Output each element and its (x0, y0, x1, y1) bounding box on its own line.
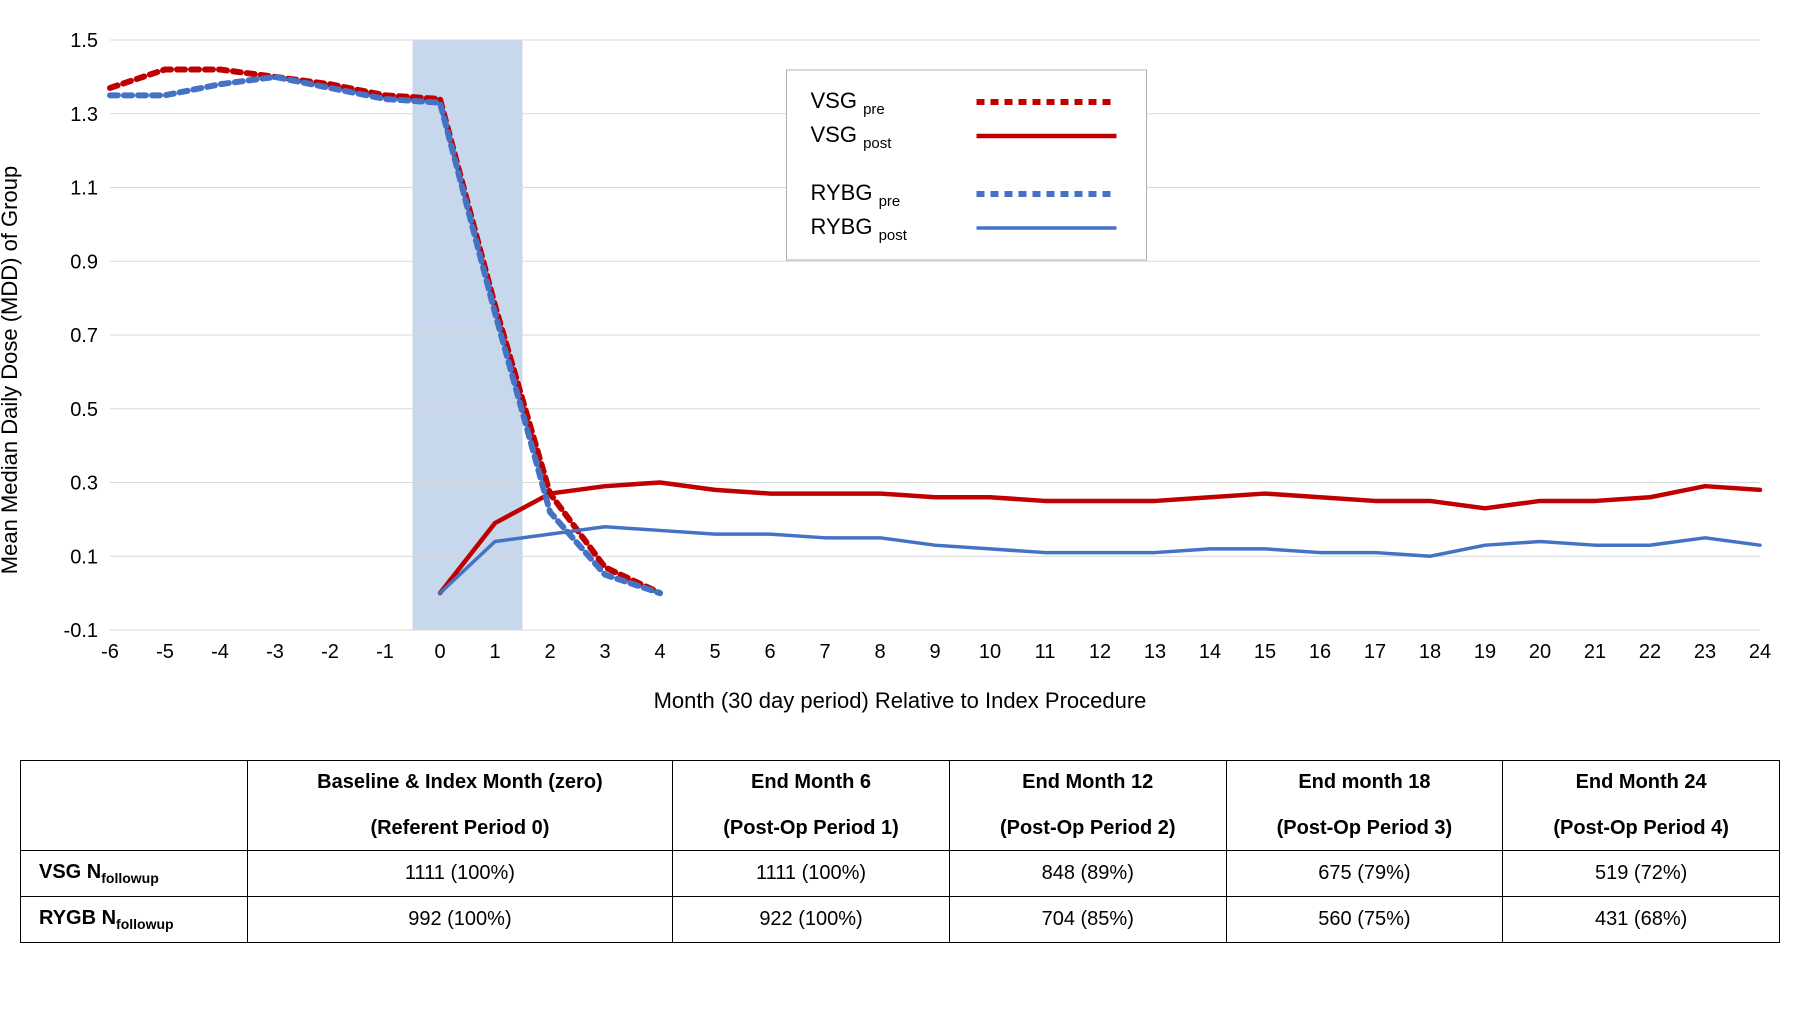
svg-text:5: 5 (709, 641, 720, 663)
svg-text:1.5: 1.5 (70, 30, 98, 52)
svg-text:22: 22 (1639, 641, 1661, 663)
line-chart: -0.1 0.1 0.3 0.5 0.7 0.9 1.1 1.3 1.5 -6 -5 -4 -3 -2 -1… (20, 20, 1780, 680)
svg-text:16: 16 (1309, 641, 1331, 663)
svg-text:-4: -4 (211, 641, 229, 663)
svg-text:2: 2 (544, 641, 555, 663)
svg-text:10: 10 (979, 641, 1001, 663)
svg-text:23: 23 (1694, 641, 1716, 663)
svg-text:0.7: 0.7 (70, 325, 98, 347)
svg-text:0.1: 0.1 (70, 546, 98, 568)
svg-text:-5: -5 (156, 641, 174, 663)
svg-text:0.3: 0.3 (70, 473, 98, 495)
table-cell: 560 (75%) (1226, 897, 1503, 943)
svg-text:9: 9 (929, 641, 940, 663)
table-column-header: End month 18(Post-Op Period 3) (1226, 761, 1503, 851)
svg-text:21: 21 (1584, 641, 1606, 663)
svg-text:18: 18 (1419, 641, 1441, 663)
svg-text:1.3: 1.3 (70, 104, 98, 126)
svg-text:24: 24 (1749, 641, 1771, 663)
svg-text:0.9: 0.9 (70, 251, 98, 273)
svg-text:4: 4 (654, 641, 665, 663)
table-cell: 1111 (100%) (247, 851, 673, 897)
svg-text:17: 17 (1364, 641, 1386, 663)
table-body: VSG Nfollowup1111 (100%)1111 (100%)848 (… (21, 851, 1780, 943)
y-axis-label: Mean Median Daily Dose (MDD) of Group (0, 166, 23, 574)
table-row-header: VSG Nfollowup (21, 851, 248, 897)
followup-table: Baseline & Index Month (zero)(Referent P… (20, 760, 1780, 943)
svg-text:15: 15 (1254, 641, 1276, 663)
svg-text:3: 3 (599, 641, 610, 663)
table-row: RYGB Nfollowup992 (100%)922 (100%)704 (8… (21, 897, 1780, 943)
table-corner-cell (21, 761, 248, 851)
svg-text:-0.1: -0.1 (64, 620, 98, 642)
svg-text:-3: -3 (266, 641, 284, 663)
svg-text:14: 14 (1199, 641, 1221, 663)
svg-text:1.1: 1.1 (70, 178, 98, 200)
svg-text:12: 12 (1089, 641, 1111, 663)
table-column-header: End Month 6(Post-Op Period 1) (673, 761, 950, 851)
svg-text:-1: -1 (376, 641, 394, 663)
table-column-header: End Month 12(Post-Op Period 2) (949, 761, 1226, 851)
svg-text:-2: -2 (321, 641, 339, 663)
x-axis-label: Month (30 day period) Relative to Index … (20, 688, 1780, 714)
table-cell: 519 (72%) (1503, 851, 1780, 897)
table-column-header: End Month 24(Post-Op Period 4) (1503, 761, 1780, 851)
svg-text:0: 0 (434, 641, 445, 663)
table-column-header: Baseline & Index Month (zero)(Referent P… (247, 761, 673, 851)
table-row: VSG Nfollowup1111 (100%)1111 (100%)848 (… (21, 851, 1780, 897)
svg-text:8: 8 (874, 641, 885, 663)
svg-text:6: 6 (764, 641, 775, 663)
chart-region: Mean Median Daily Dose (MDD) of Group -0… (20, 20, 1780, 720)
figure-container: Mean Median Daily Dose (MDD) of Group -0… (20, 20, 1780, 943)
svg-text:19: 19 (1474, 641, 1496, 663)
svg-text:0.5: 0.5 (70, 399, 98, 421)
table-cell: 848 (89%) (949, 851, 1226, 897)
table-cell: 675 (79%) (1226, 851, 1503, 897)
svg-text:11: 11 (1035, 641, 1056, 663)
svg-text:1: 1 (489, 641, 500, 663)
svg-text:13: 13 (1144, 641, 1166, 663)
table-cell: 431 (68%) (1503, 897, 1780, 943)
table-cell: 704 (85%) (949, 897, 1226, 943)
table-cell: 1111 (100%) (673, 851, 950, 897)
svg-text:7: 7 (819, 641, 830, 663)
svg-text:-6: -6 (101, 641, 119, 663)
table-cell: 922 (100%) (673, 897, 950, 943)
table-row-header: RYGB Nfollowup (21, 897, 248, 943)
table-header-row: Baseline & Index Month (zero)(Referent P… (21, 761, 1780, 851)
table-cell: 992 (100%) (247, 897, 673, 943)
svg-text:20: 20 (1529, 641, 1551, 663)
